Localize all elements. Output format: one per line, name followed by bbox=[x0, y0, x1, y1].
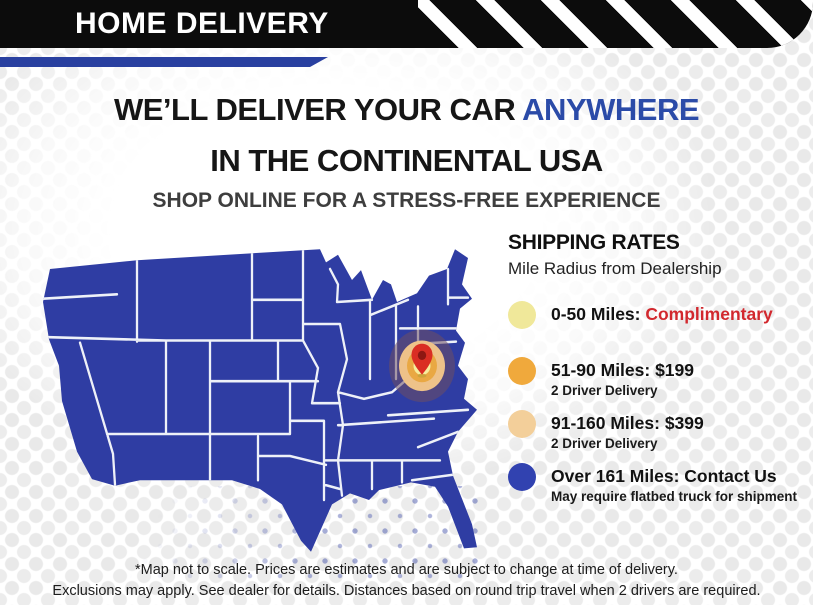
disclaimer-block: *Map not to scale. Prices are estimates … bbox=[0, 560, 813, 601]
top-banner: HOME DELIVERY bbox=[0, 0, 813, 48]
rate-item-51-90: 51-90 Miles: $199 2 Driver Delivery bbox=[508, 357, 808, 399]
usa-map-container bbox=[20, 236, 490, 571]
us-map-shape bbox=[43, 249, 477, 552]
headline-anywhere-highlight: ANYWHERE bbox=[522, 92, 700, 127]
rate-item-over-161: Over 161 Miles: Contact Us May require f… bbox=[508, 463, 808, 505]
rate-note: 2 Driver Delivery bbox=[551, 383, 658, 398]
headline-line2: IN THE CONTINENTAL USA bbox=[210, 143, 603, 178]
headline-line1: WE’LL DELIVER YOUR CAR ANYWHERE bbox=[0, 84, 813, 136]
rate-swatch-51-90 bbox=[508, 357, 536, 385]
rate-range: Over 161 Miles: bbox=[551, 466, 685, 486]
rates-subtitle: Mile Radius from Dealership bbox=[508, 259, 722, 278]
rate-range: 51-90 Miles: bbox=[551, 360, 656, 380]
rate-price: $199 bbox=[655, 360, 695, 380]
rate-price: $399 bbox=[664, 413, 704, 433]
rate-range: 91-160 Miles: bbox=[551, 413, 665, 433]
shipping-rates-panel: SHIPPING RATES Mile Radius from Dealersh… bbox=[508, 230, 808, 505]
rate-note: May require flatbed truck for shipment bbox=[551, 489, 798, 504]
rate-swatch-91-160 bbox=[508, 410, 536, 438]
disclaimer-line2: Exclusions may apply. See dealer for det… bbox=[52, 582, 761, 599]
rate-item-0-50: 0-50 Miles: Complimentary bbox=[508, 301, 808, 329]
rate-swatch-0-50 bbox=[508, 301, 536, 329]
rate-swatch-over-161 bbox=[508, 463, 536, 491]
us-map bbox=[43, 249, 477, 552]
rate-list: 0-50 Miles: Complimentary 51-90 Miles: $… bbox=[508, 301, 808, 505]
rate-price: Contact Us bbox=[684, 466, 777, 486]
location-pin-icon bbox=[411, 343, 433, 378]
rate-range: 0-50 Miles: bbox=[551, 304, 646, 324]
banner-title: HOME DELIVERY bbox=[75, 7, 329, 40]
rates-title: SHIPPING RATES bbox=[508, 231, 680, 254]
diagonal-stripes bbox=[418, 0, 813, 48]
rate-price: Complimentary bbox=[645, 304, 773, 324]
rate-item-91-160: 91-160 Miles: $399 2 Driver Delivery bbox=[508, 410, 808, 452]
accent-underline-bar bbox=[0, 57, 328, 67]
headline-subtitle: SHOP ONLINE FOR A STRESS-FREE EXPERIENCE bbox=[152, 189, 661, 212]
headline-block: WE’LL DELIVER YOUR CAR ANYWHERE IN THE C… bbox=[0, 84, 813, 214]
headline-line1-prefix: WE’LL DELIVER YOUR CAR bbox=[113, 92, 523, 127]
rate-note: 2 Driver Delivery bbox=[551, 436, 658, 451]
disclaimer-line1: *Map not to scale. Prices are estimates … bbox=[135, 562, 678, 578]
